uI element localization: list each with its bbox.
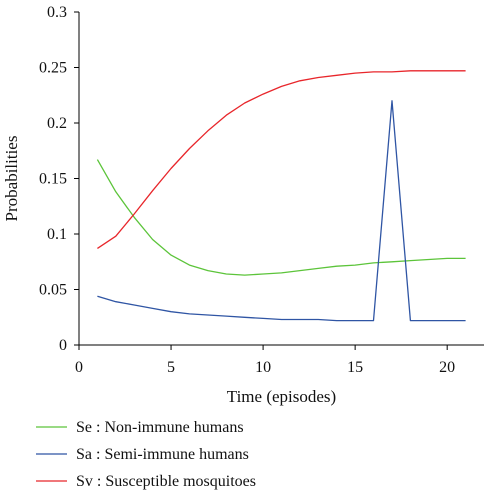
series-line-sa [97, 100, 466, 322]
legend-label-sa: Sa : Semi-immune humans [76, 446, 249, 463]
x-tick-label: 15 [347, 359, 363, 376]
x-tick-label: 10 [255, 359, 271, 376]
legend: Se : Non-immune humans Sa : Semi-immune h… [36, 419, 256, 490]
series-line-sv [97, 70, 466, 249]
x-tick-label: 5 [167, 359, 175, 376]
y-tick-label: 0.2 [47, 115, 67, 132]
x-axis-title: Time (episodes) [227, 387, 336, 406]
series-lines [96, 70, 466, 322]
legend-label-sv: Sv : Susceptible mosquitoes [76, 473, 256, 490]
y-tick-label: 0.15 [39, 171, 67, 188]
y-tick-label: 0.1 [47, 226, 67, 243]
x-ticks: 0 5 10 15 20 [75, 345, 455, 376]
y-tick-label: 0 [59, 337, 67, 354]
y-tick-label: 0.3 [47, 4, 67, 21]
y-axis-title: Probabilities [2, 136, 21, 222]
y-tick-label: 0.25 [39, 60, 67, 77]
x-tick-label: 20 [439, 359, 455, 376]
series-line-se [96, 159, 466, 276]
y-tick-label: 0.05 [39, 282, 67, 299]
legend-label-se: Se : Non-immune humans [76, 419, 244, 436]
x-tick-label: 0 [75, 359, 83, 376]
axes [78, 12, 484, 346]
y-ticks: 0 0.05 0.1 0.15 0.2 0.25 0.3 [39, 4, 79, 354]
